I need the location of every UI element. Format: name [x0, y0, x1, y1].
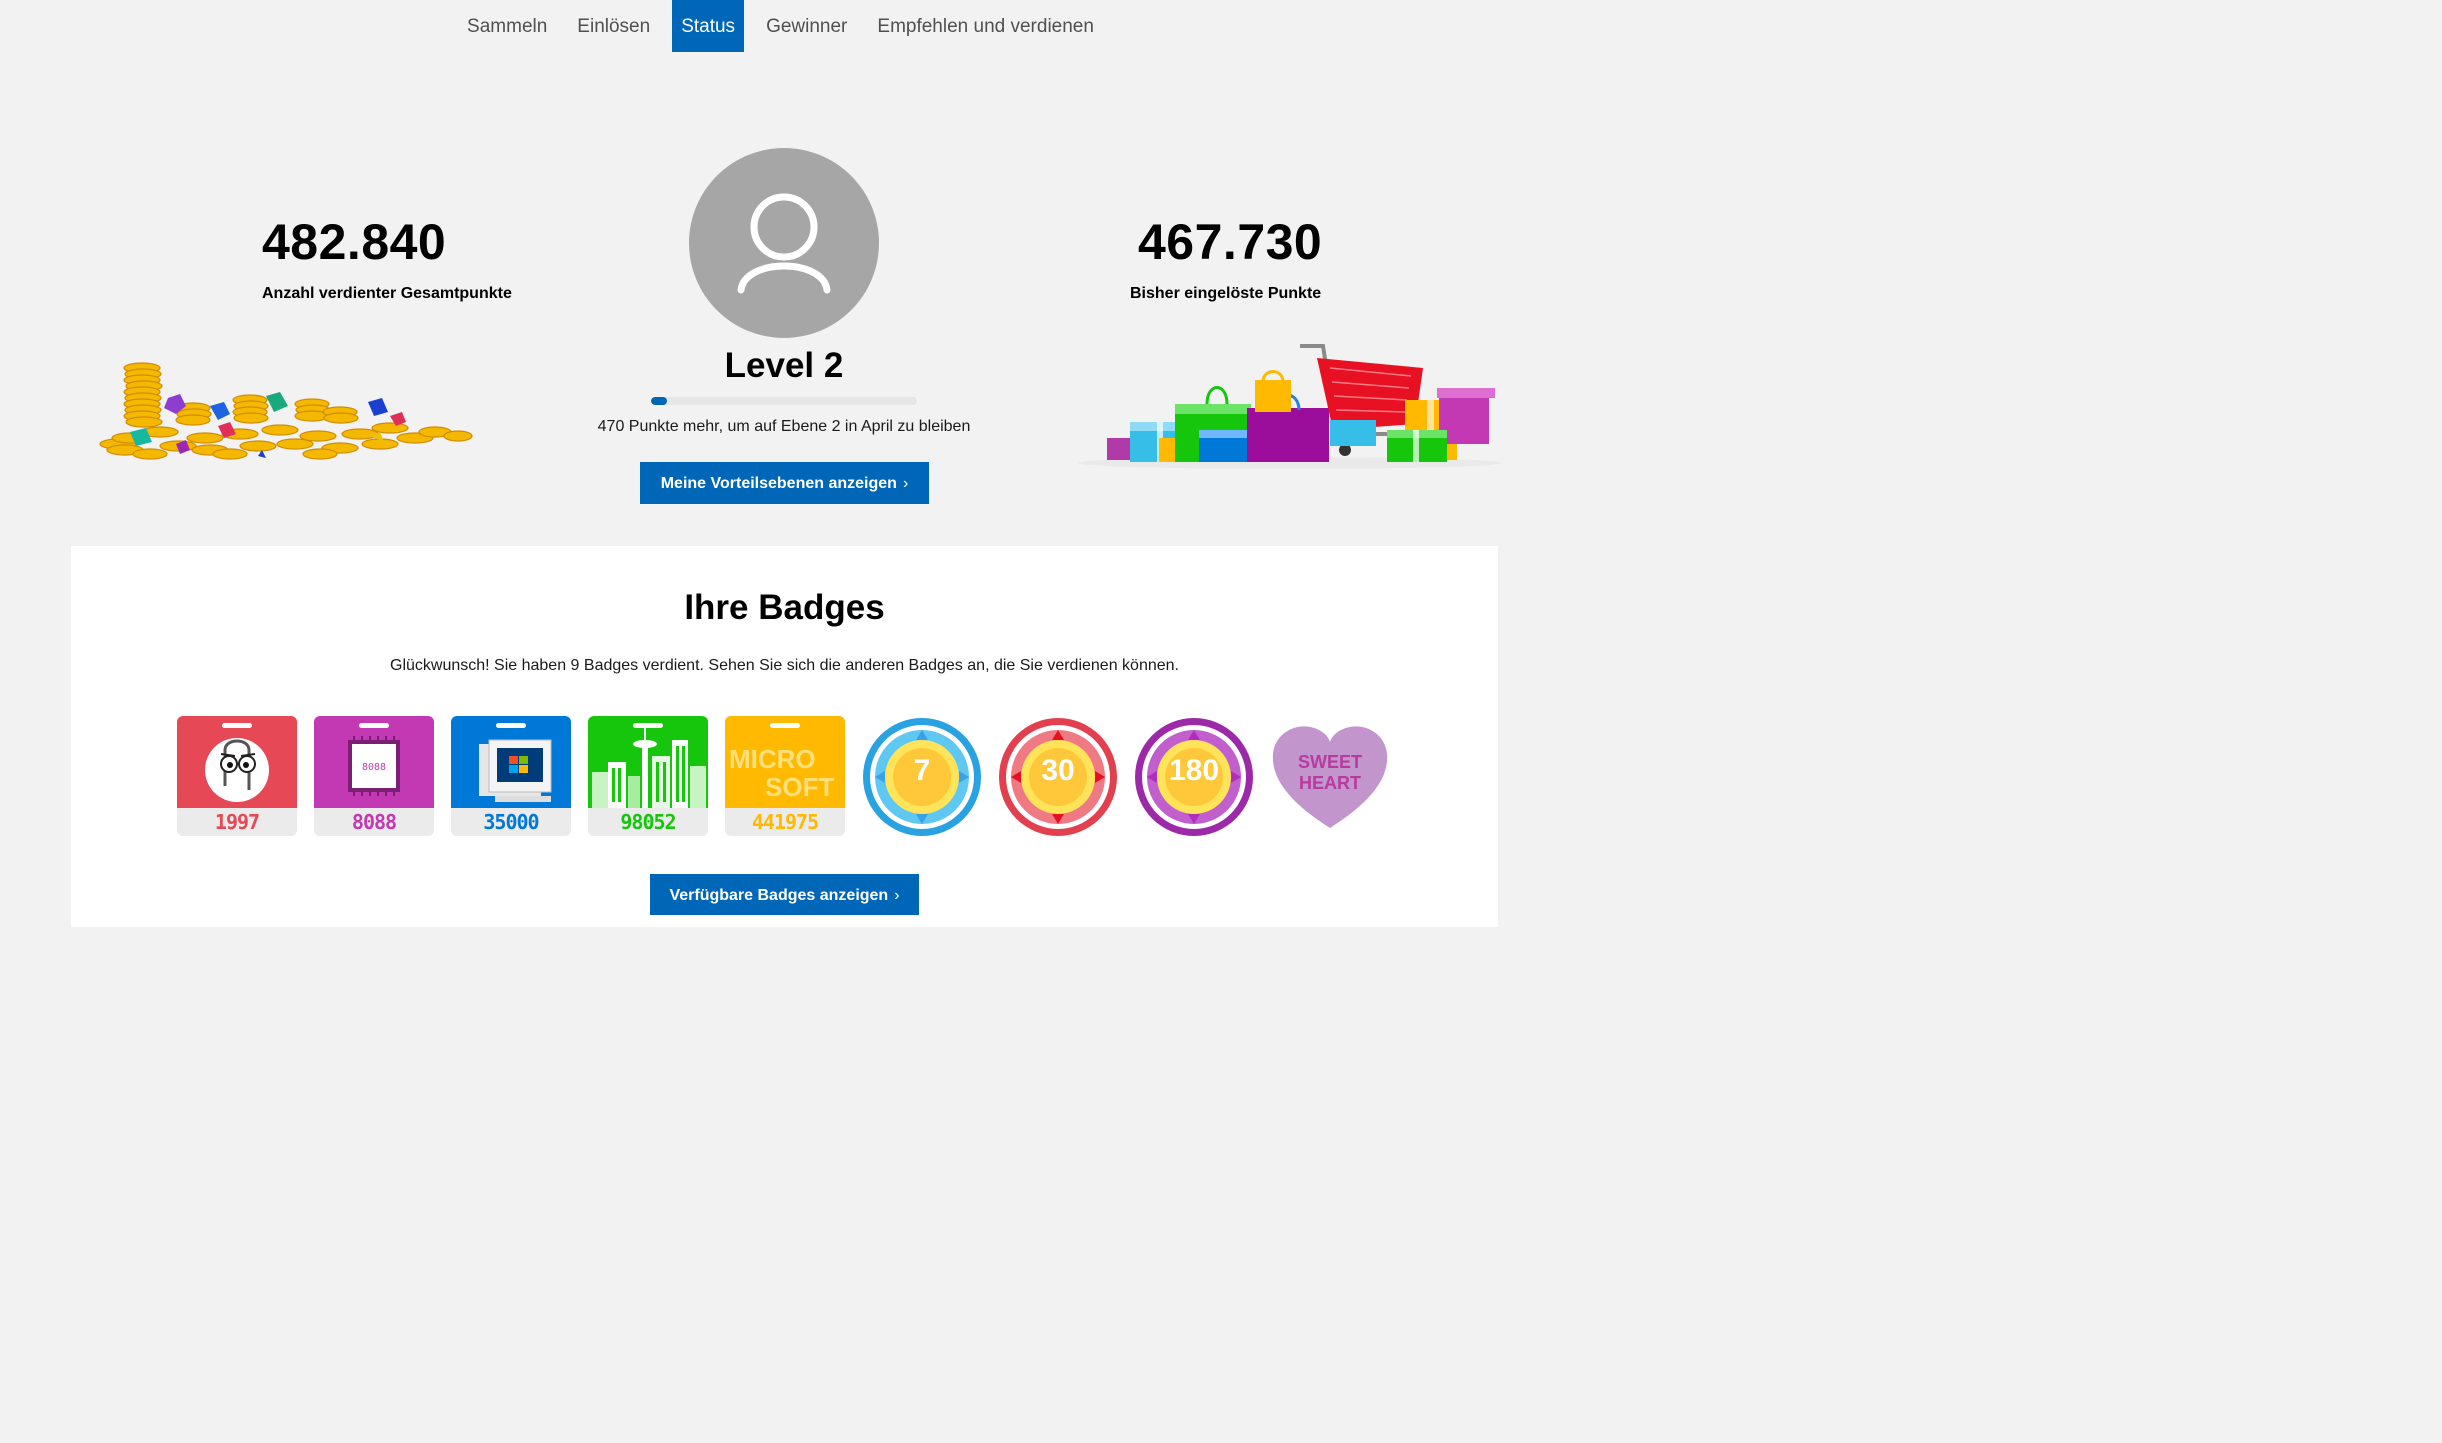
streak-medal-icon	[1135, 718, 1253, 836]
badge-banner: 8088	[314, 716, 434, 808]
view-badges-label: Verfügbare Badges anzeigen	[669, 887, 889, 904]
badge-number: 35000	[483, 810, 539, 834]
earned-points-label: Anzahl verdienter Gesamtpunkte	[262, 285, 512, 302]
badges-title: Ihre Badges	[684, 588, 885, 627]
gifts-illustration	[1078, 344, 1500, 469]
view-available-badges-button[interactable]: Verfügbare Badges anzeigen ›	[650, 874, 919, 915]
redeemed-points-label: Bisher eingelöste Punkte	[1130, 285, 1322, 302]
badge-98052[interactable]: 98052	[588, 716, 708, 836]
streak-number: 30	[1041, 754, 1075, 787]
avatar	[689, 148, 879, 338]
badge-8088[interactable]: 8088 8088	[314, 716, 434, 836]
level-note: 470 Punkte mehr, um auf Ebene 2 in April…	[597, 418, 971, 435]
earned-points-block: 482.840 Anzahl verdienter Gesamtpunkte	[262, 217, 512, 303]
badge-banner	[588, 716, 708, 808]
view-tiers-label: Meine Vorteilsebenen anzeigen	[660, 475, 897, 492]
clippy-icon	[205, 738, 269, 802]
level-progress-bar	[651, 397, 917, 405]
user-icon	[737, 193, 831, 294]
level-progress-fill	[651, 397, 667, 405]
streak-badge-7[interactable]: 7	[861, 716, 983, 838]
streak-medal-icon	[999, 718, 1117, 836]
earned-points-value: 482.840	[262, 214, 447, 270]
badge-1997[interactable]: 1997	[177, 716, 297, 836]
badges-panel: Ihre Badges Glückwunsch! Sie haben 9 Bad…	[71, 546, 1498, 927]
chip-icon: 8088	[348, 736, 400, 796]
view-tiers-button[interactable]: Meine Vorteilsebenen anzeigen ›	[640, 462, 929, 504]
retro-pc-icon	[479, 739, 552, 802]
level-title: Level 2	[724, 346, 844, 385]
tab-empfehlen[interactable]: Empfehlen und verdienen	[877, 16, 1094, 37]
badge-banner	[177, 716, 297, 808]
top-nav: Sammeln Einlösen Status Gewinner Empfehl…	[0, 0, 1568, 52]
badge-slot	[770, 723, 800, 728]
sweetheart-badge[interactable]: SWEET HEART	[1269, 716, 1391, 838]
coins-illustration	[99, 362, 473, 460]
badges-subtitle: Glückwunsch! Sie haben 9 Badges verdient…	[390, 657, 1179, 674]
badge-441975[interactable]: MICRO SOFT 441975	[725, 716, 845, 836]
city-skyline-icon	[592, 728, 706, 808]
badge-slot	[222, 723, 252, 728]
streak-number: 7	[913, 754, 931, 787]
streak-badge-30[interactable]: 30	[997, 716, 1119, 838]
streak-medal-icon	[863, 718, 981, 836]
badge-number: 98052	[620, 810, 676, 834]
badge-number: 8088	[351, 810, 397, 834]
tab-einloesen[interactable]: Einlösen	[577, 16, 651, 37]
badge-slot	[359, 723, 389, 728]
streak-badge-180[interactable]: 180	[1133, 716, 1255, 838]
badge-number: 1997	[214, 810, 260, 834]
tab-status[interactable]: Status	[672, 0, 745, 52]
tab-gewinner[interactable]: Gewinner	[766, 16, 848, 37]
badge-35000[interactable]: 35000	[451, 716, 571, 836]
badge-banner: MICRO SOFT	[725, 716, 845, 808]
streak-number: 180	[1168, 754, 1220, 787]
badge-slot	[633, 723, 663, 728]
heart-line-2: HEART	[1299, 773, 1361, 793]
badge-slot	[496, 723, 526, 728]
badge-banner	[451, 716, 571, 808]
chip-label: 8088	[362, 762, 386, 773]
chevron-right-icon: ›	[894, 887, 900, 904]
microsoft-text-icon: MICRO SOFT	[729, 744, 834, 802]
heart-icon	[1272, 726, 1388, 828]
redeemed-points-value: 467.730	[1138, 214, 1323, 270]
badge-number: 441975	[751, 810, 819, 834]
chevron-right-icon: ›	[902, 475, 909, 492]
badge-word-1: MICRO	[729, 744, 816, 774]
redeemed-points-block: 467.730 Bisher eingelöste Punkte	[1130, 217, 1322, 303]
heart-line-1: SWEET	[1297, 752, 1362, 772]
tab-sammeln[interactable]: Sammeln	[467, 16, 548, 37]
badge-word-2: SOFT	[765, 772, 834, 802]
